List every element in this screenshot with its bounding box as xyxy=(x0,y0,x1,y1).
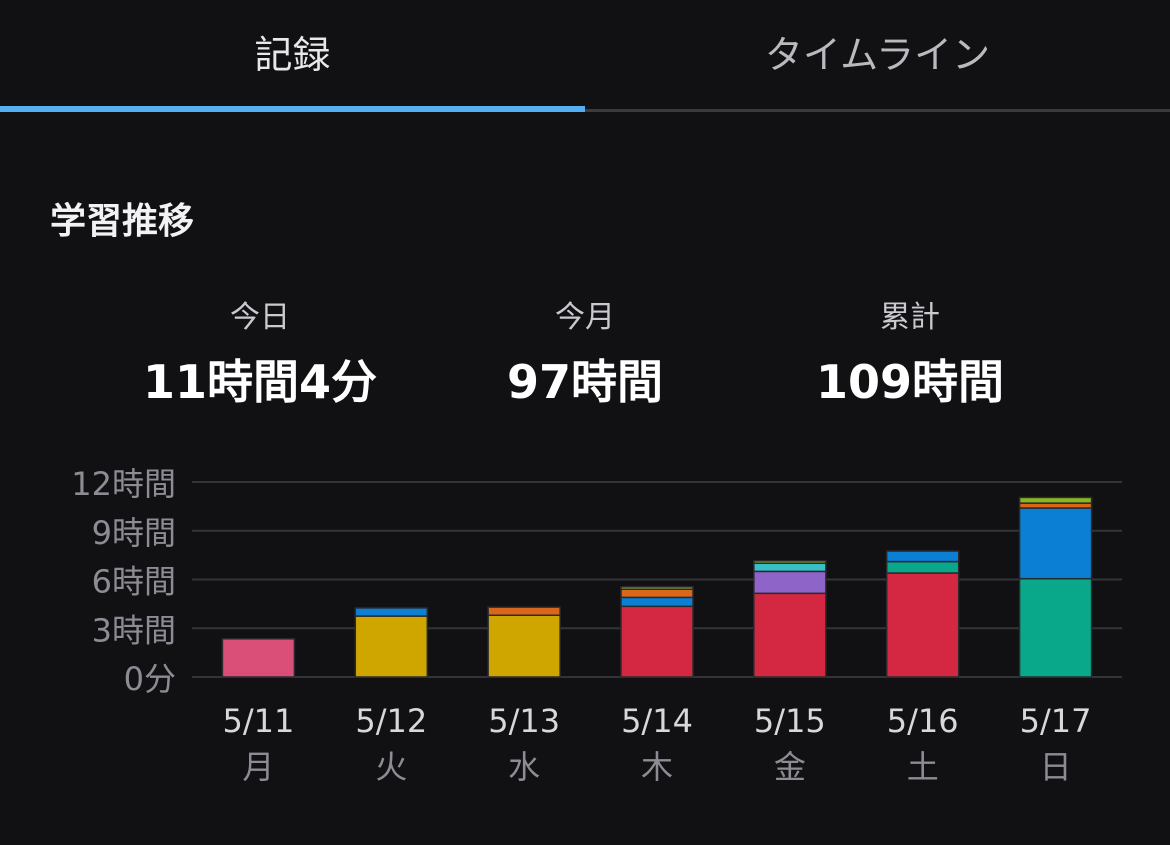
x-tick-date: 5/11 xyxy=(222,702,294,740)
bar-segment xyxy=(885,572,960,678)
y-tick-label: 12時間 xyxy=(71,465,176,503)
tab-timeline-label: タイムライン xyxy=(764,32,991,77)
bar-segment xyxy=(753,592,827,678)
bar-segment xyxy=(753,570,827,595)
bar-segment xyxy=(1018,496,1093,504)
x-tick-date: 5/17 xyxy=(1020,702,1092,740)
x-tick-weekday: 水 xyxy=(508,748,540,786)
x-tick-date: 5/13 xyxy=(488,702,560,740)
stat-month-value: 97時間 xyxy=(506,355,663,409)
x-tick-date: 5/12 xyxy=(355,702,427,740)
bar-segment xyxy=(620,586,694,590)
tab-record[interactable]: 記録 xyxy=(0,0,585,112)
stat-today-value: 11時間4分 xyxy=(142,355,378,409)
x-tick-weekday: 金 xyxy=(774,748,806,786)
bar-segment xyxy=(221,638,296,678)
y-tick-label: 6時間 xyxy=(92,563,176,601)
section-title: 学習推移 xyxy=(50,201,195,242)
x-tick-date: 5/16 xyxy=(887,702,959,740)
bar-segment xyxy=(1018,507,1093,580)
tab-timeline-indicator xyxy=(585,109,1170,112)
stat-total-label: 累計 xyxy=(880,300,940,335)
bar-segment xyxy=(885,560,960,574)
bar-segment xyxy=(620,588,694,599)
tab-timeline[interactable]: タイムライン xyxy=(585,0,1170,112)
stat-total: 累計 109時間 xyxy=(760,292,1060,412)
x-tick-date: 5/15 xyxy=(754,702,826,740)
x-tick-weekday: 月 xyxy=(242,748,274,786)
bar-segment xyxy=(620,605,694,678)
x-tick-weekday: 土 xyxy=(907,748,939,786)
bar-segment xyxy=(1018,577,1093,678)
bar-segment xyxy=(487,614,561,678)
tab-record-label: 記録 xyxy=(254,32,331,77)
x-tick-date: 5/14 xyxy=(621,702,693,740)
stat-month-label: 今月 xyxy=(555,300,615,335)
y-tick-label: 9時間 xyxy=(92,514,176,552)
study-trend-chart: 0分 3時間 6時間 9時間 12時間 5/11 月 5/12 火 5/13 水 5/14 木 5/15 金… xyxy=(71,465,1122,786)
bar-segment xyxy=(354,615,429,678)
bar-segment xyxy=(753,562,827,573)
y-tick-label: 3時間 xyxy=(92,611,176,649)
x-tick-weekday: 木 xyxy=(641,748,673,786)
x-tick-weekday: 日 xyxy=(1040,748,1072,786)
tab-record-indicator xyxy=(0,106,585,112)
y-tick-label: 0分 xyxy=(124,660,176,698)
bar-segment xyxy=(753,560,827,564)
stat-month: 今月 97時間 xyxy=(435,292,735,412)
stat-total-value: 109時間 xyxy=(815,355,1005,409)
bar-segment xyxy=(354,607,429,617)
bar-segment xyxy=(487,606,561,616)
stat-today-label: 今日 xyxy=(230,300,290,335)
tab-bar: 記録 タイムライン xyxy=(0,0,1170,112)
bar-segment xyxy=(885,550,960,563)
x-tick-weekday: 火 xyxy=(375,748,407,786)
stat-today: 今日 11時間4分 xyxy=(110,292,410,412)
bar-segment xyxy=(620,596,694,608)
